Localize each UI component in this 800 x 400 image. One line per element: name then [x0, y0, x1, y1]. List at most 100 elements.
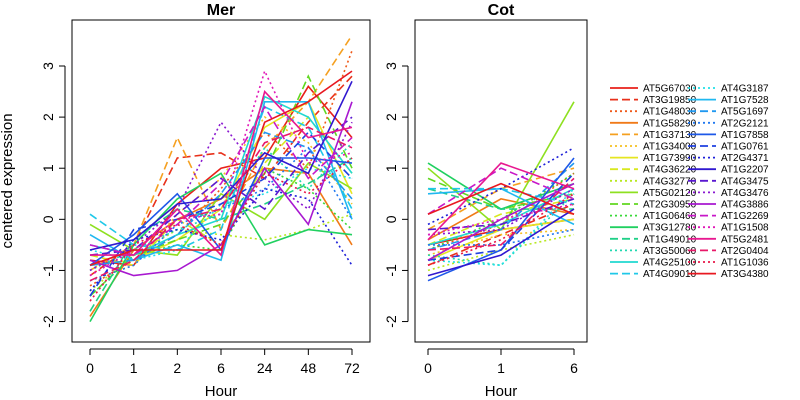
legend-label-at1g1508: AT1G1508 [721, 223, 769, 234]
legend-label-at3g50060: AT3G50060 [643, 246, 697, 257]
cot-series-line-at1g48030 [427, 172, 575, 251]
mer-series-line-at4g36220 [89, 115, 353, 267]
mer-series-line-at1g2269 [89, 105, 353, 256]
mer-y-tick-label: -1 [40, 264, 56, 277]
cot-series-line-at4g3475 [427, 198, 575, 231]
legend-label-at4g3187: AT4G3187 [721, 84, 769, 95]
mer-x-tick-label: 2 [173, 360, 181, 376]
cot-series-line-at4g36220 [427, 198, 575, 246]
legend-label-at2g0404: AT2G0404 [721, 246, 769, 257]
mer-series-line-at1g0761 [89, 131, 353, 297]
cot-series-line-at4g3886 [427, 182, 575, 261]
mer-series-line-at1g06460 [89, 167, 353, 297]
legend-label-at5g2481: AT5G2481 [721, 234, 769, 245]
panel-mer: Mer Hour -2 -1 0 1 2 3 0 1 2 6 24 48 72 [40, 2, 371, 400]
mer-x-tick-label: 24 [257, 360, 273, 376]
cot-series-line-at3g4380 [427, 182, 575, 215]
cot-x-tick-label: 6 [570, 360, 578, 376]
mer-series-line-at1g1036 [89, 157, 353, 302]
legend-label-at5g67030: AT5G67030 [643, 84, 697, 95]
mer-series-line-at4g3886 [89, 101, 353, 277]
legend-label-at4g36220: AT4G36220 [643, 165, 697, 176]
mer-series-line-at3g50060 [89, 142, 353, 272]
cot-series-line-at2g0404 [427, 177, 575, 251]
cot-series-line-at1g49010 [427, 187, 574, 210]
mer-x-tick-label: 0 [86, 360, 94, 376]
mer-x-tick-label: 1 [130, 360, 138, 376]
panel-mer-x-axis: 0 1 2 6 24 48 72 [86, 348, 360, 376]
cot-y-tick-label: 1 [383, 164, 399, 172]
cot-y-tick-label: 2 [383, 113, 399, 121]
legend-label-at4g25100: AT4G25100 [643, 258, 697, 269]
cot-series-line-at1g2207 [427, 208, 575, 277]
panel-mer-title: Mer [207, 2, 235, 19]
panel-mer-y-axis: -2 -1 0 1 2 3 [40, 62, 66, 328]
panel-cot-frame [414, 19, 588, 343]
cot-series-line-at2g4371 [427, 147, 575, 226]
mer-series-line-at2g30950 [89, 74, 353, 297]
legend-label-at4g3886: AT4G3886 [721, 200, 769, 211]
panel-mer-frame [71, 19, 371, 343]
mer-y-tick-label: 1 [40, 164, 56, 172]
legend: AT5G67030AT3G19850AT1G48030AT1G58290AT1G… [610, 84, 769, 280]
mer-series-line-at2g0404 [89, 126, 353, 282]
panel-mer-series-group [89, 34, 353, 322]
mer-y-tick-label: 0 [40, 215, 56, 223]
legend-label-at3g4380: AT3G4380 [721, 269, 769, 280]
legend-label-at1g49010: AT1G49010 [643, 234, 697, 245]
legend-label-at1g7858: AT1G7858 [721, 130, 769, 141]
mer-series-line-at2g4371 [89, 187, 353, 292]
legend-label-at1g1036: AT1G1036 [721, 258, 769, 269]
legend-label-at2g4371: AT2G4371 [721, 153, 769, 164]
legend-label-at1g06460: AT1G06460 [643, 211, 697, 222]
cot-series-line-at1g37130 [427, 167, 575, 231]
mer-series-line-at5g2481 [90, 90, 353, 257]
panel-cot-xlabel: Hour [485, 383, 518, 400]
legend-label-at4g3476: AT4G3476 [721, 188, 769, 199]
mer-series-line-at4g25100 [89, 95, 353, 256]
legend-label-at4g09010: AT4G09010 [643, 269, 697, 280]
legend-label-at2g2121: AT2G2121 [721, 118, 769, 129]
cot-series-line-at1g1036 [427, 193, 575, 267]
legend-label-at1g0761: AT1G0761 [721, 142, 769, 153]
panel-cot-title: Cot [488, 2, 515, 19]
y-axis-title: centered expression [0, 113, 16, 248]
mer-x-tick-label: 72 [344, 360, 360, 376]
legend-label-at1g48030: AT1G48030 [643, 107, 697, 118]
legend-label-at1g2207: AT1G2207 [721, 165, 769, 176]
mer-x-tick-label: 48 [301, 360, 317, 376]
legend-label-at5g02120: AT5G02120 [643, 188, 697, 199]
cot-x-tick-label: 0 [424, 360, 432, 376]
legend-label-at1g7528: AT1G7528 [721, 95, 769, 106]
panel-cot: Cot Hour -2 -1 0 1 2 3 0 1 6 [383, 2, 588, 400]
legend-label-at3g19850: AT3G19850 [643, 95, 697, 106]
panel-mer-xlabel: Hour [205, 383, 238, 400]
cot-series-line-at1g2269 [427, 167, 575, 215]
mer-y-tick-label: -2 [40, 315, 56, 328]
cot-y-tick-label: 0 [383, 215, 399, 223]
panel-cot-x-axis: 0 1 6 [424, 348, 578, 376]
cot-series-line-at3g50060 [427, 193, 575, 267]
panel-cot-series-group [427, 101, 575, 282]
legend-label-at5g1697: AT5G1697 [721, 107, 769, 118]
legend-label-at4g3475: AT4G3475 [721, 176, 769, 187]
mer-series-line-at3g4380 [89, 70, 353, 267]
mer-series-line-at2g2121 [89, 146, 353, 282]
legend-label-at1g37130: AT1G37130 [643, 130, 697, 141]
cot-x-tick-label: 1 [497, 360, 505, 376]
cot-series-line-at5g02120 [427, 101, 575, 231]
legend-label-at1g2269: AT1G2269 [721, 211, 769, 222]
legend-label-at1g58290: AT1G58290 [643, 118, 697, 129]
legend-label-at2g30950: AT2G30950 [643, 200, 697, 211]
mer-series-line-at1g2207 [89, 80, 353, 251]
mer-y-tick-label: 3 [40, 62, 56, 70]
cot-series-line-at5g2481 [427, 162, 575, 241]
legend-label-at3g12780: AT3G12780 [643, 223, 697, 234]
cot-y-tick-label: -2 [383, 315, 399, 328]
mer-x-tick-label: 6 [217, 360, 225, 376]
mer-y-tick-label: 2 [40, 113, 56, 121]
legend-label-at4g32770: AT4G32770 [643, 176, 697, 187]
cot-y-tick-label: 3 [383, 62, 399, 70]
legend-label-at1g34000: AT1G34000 [643, 142, 697, 153]
